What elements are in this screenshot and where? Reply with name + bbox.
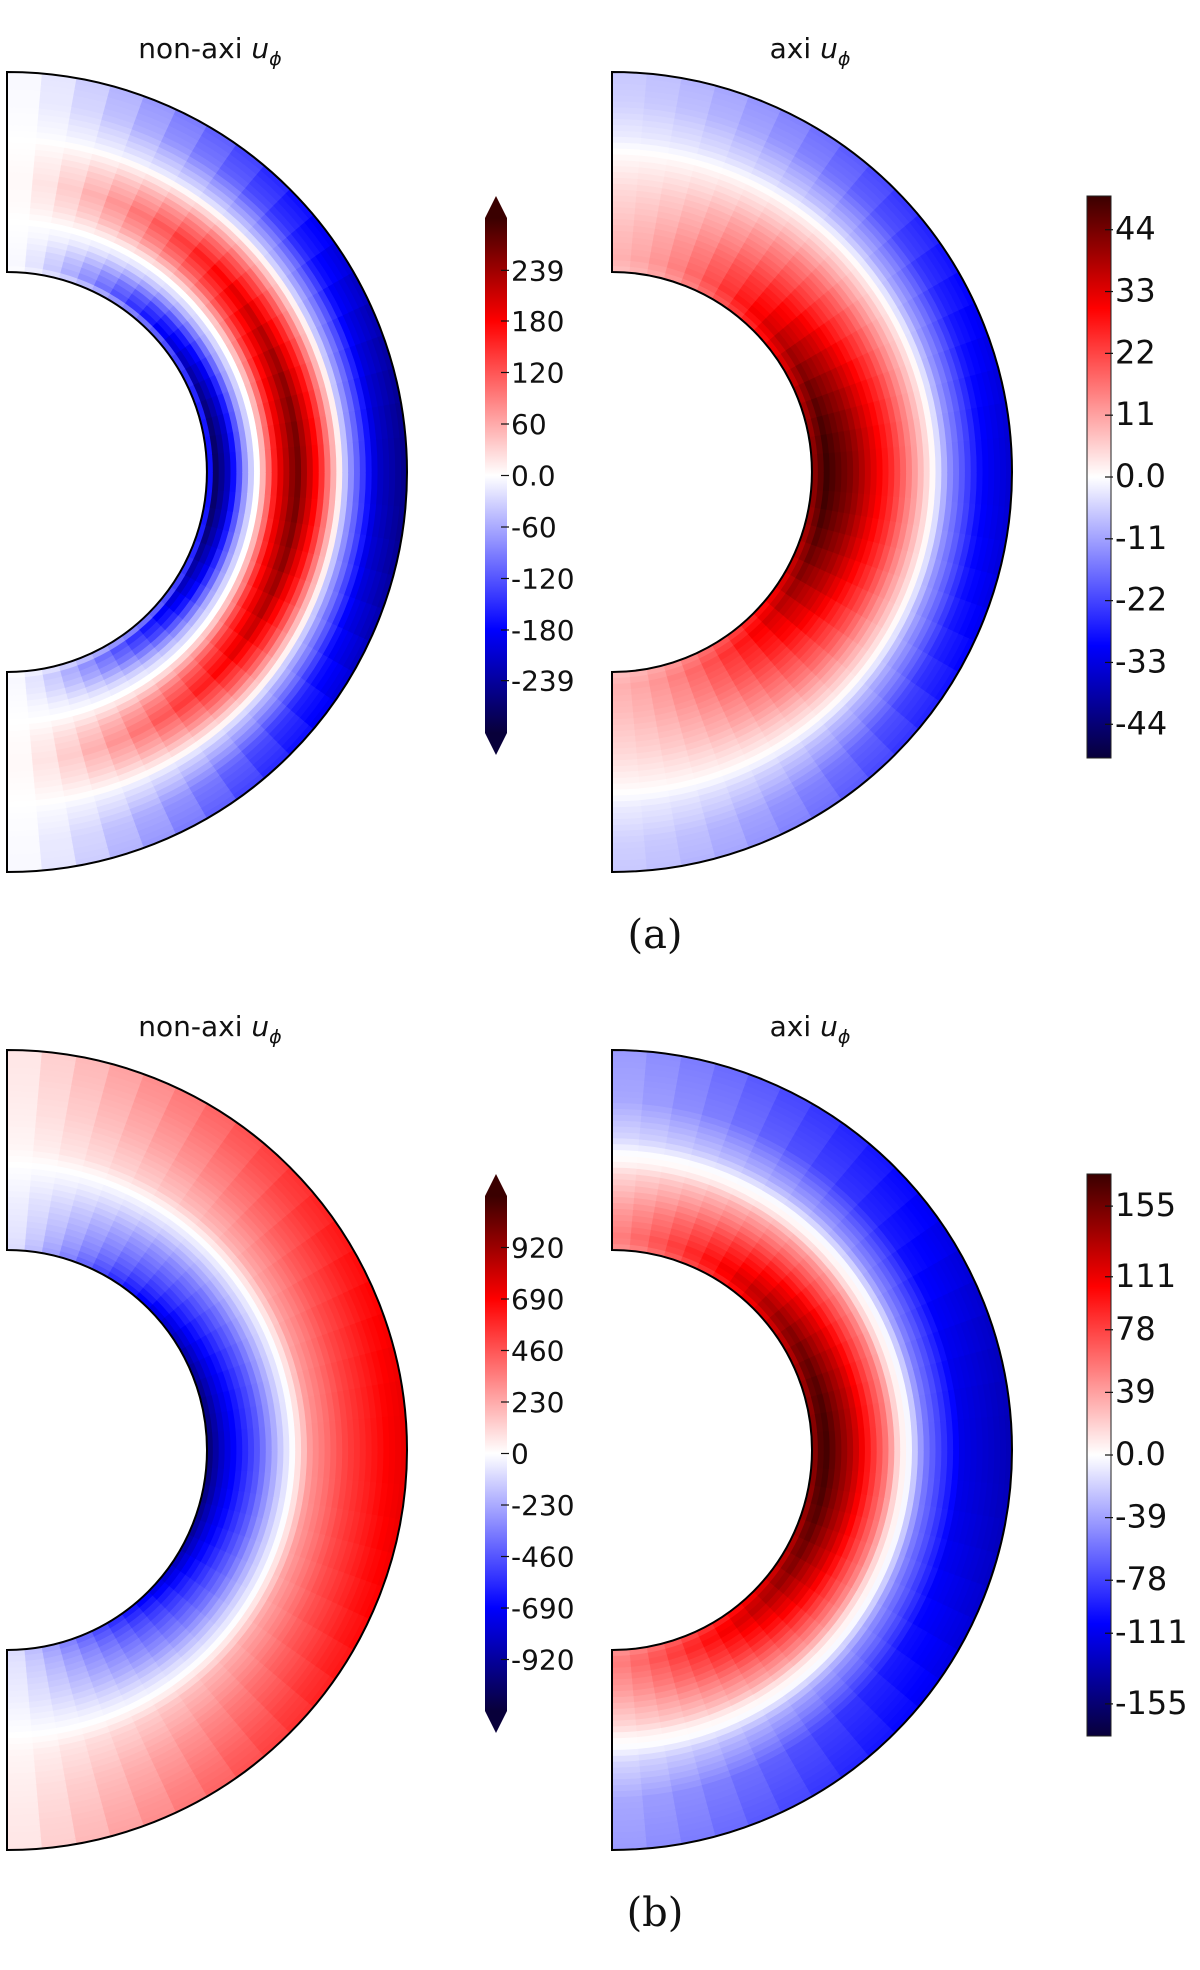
colorbar-tick-label: 78 [1115,1310,1156,1348]
contour-field [7,72,407,872]
colorbar-tick-label: 0 [511,1438,529,1471]
panel-b: non-axi uϕ9206904602300-230-460-690-920a… [6,1010,1188,1852]
colorbar-tick-label: 239 [511,254,564,287]
colorbar-tick-label: 120 [511,357,564,390]
colorbar-extend-top [485,1174,507,1196]
colorbar-extend-bottom [485,1711,507,1733]
title-symbol: u [820,32,838,65]
colorbar-tick-label: 155 [1115,1186,1176,1224]
colorbar-body [485,1196,507,1711]
title-symbol: u [820,1010,838,1043]
colorbar-tick-label: -180 [511,614,575,647]
title-symbol: u [251,32,269,65]
title-prefix: non-axi [138,32,251,65]
plot-title: non-axi uϕ [138,32,281,70]
colorbar-tick-label: 0.0 [1115,1435,1166,1473]
colorbar-tick-label: 11 [1115,395,1156,433]
colorbar-tick-label: -920 [511,1644,575,1677]
colorbar-tick-label: -690 [511,1592,575,1625]
colorbar-tick-label: 33 [1115,272,1156,310]
colorbar-tick-label: -230 [511,1489,575,1522]
contour-field [7,1050,407,1850]
shell-outline [611,70,1013,874]
colorbar-tick-label: -60 [511,511,557,544]
colorbar: 44 33 22 11 0.0 -11 -22 -33 -44 [1086,195,1167,759]
colorbar-tick-label: -239 [511,665,575,698]
title-symbol: u [251,1010,269,1043]
shell-outline [611,1048,1013,1852]
plot-title: non-axi uϕ [138,1010,281,1048]
colorbar-tick-label: 690 [511,1283,564,1316]
colorbar-tick-label: 0.0 [511,460,556,493]
shell-outline [6,70,408,874]
colorbar-extend-top [485,196,507,218]
panel-a: non-axi uϕ239180120600.0-60-120-180-239a… [6,32,1167,874]
colorbar: 155 111 78 39 0.0 -39 -78 -111 -155 [1086,1173,1188,1737]
colorbar-tick-label: -111 [1115,1613,1188,1651]
colorbar-tick-label: 0.0 [1115,457,1166,495]
plot-title: axi uϕ [770,1010,851,1048]
colorbar: 239 180 120 60 0.0 -60 -120 -180 -239 [485,196,575,755]
colorbar-tick-label: -11 [1115,519,1167,557]
colorbar-tick-label: 60 [511,408,547,441]
colorbar-tick-label: 230 [511,1386,564,1419]
colorbar-tick-label: 180 [511,305,564,338]
colorbar-tick-label: -33 [1115,642,1167,680]
caption-a: (a) [627,912,683,958]
colorbar-tick-label: -22 [1115,581,1167,619]
colorbar-tick-label: 39 [1115,1372,1156,1410]
title-subscript: ϕ [838,1026,851,1048]
colorbar-extend-bottom [485,733,507,755]
colorbar-tick-label: -120 [511,563,575,596]
plot-axi: axi uϕ 155 111 78 39 0.0 -39 -78 -111 -155 [611,1010,1188,1852]
colorbar: 920 690 460 230 0 -230 -460 -690 -920 [485,1174,575,1733]
colorbar-tick-label: -44 [1115,704,1167,742]
title-prefix: axi [770,32,820,65]
colorbar-tick-label: -155 [1115,1684,1188,1722]
colorbar-tick-label: 460 [511,1335,564,1368]
title-prefix: non-axi [138,1010,251,1043]
colorbar-tick-label: 22 [1115,333,1156,371]
title-subscript: ϕ [838,48,851,70]
plot-axi: axi uϕ 44 33 22 11 0.0 -11 -22 -33 -44 [611,32,1167,874]
colorbar-tick-label: -460 [511,1541,575,1574]
colorbar-tick-label: -78 [1115,1560,1167,1598]
colorbar-tick-label: 44 [1115,210,1156,248]
title-prefix: axi [770,1010,820,1043]
plot-non-axi: non-axi uϕ 920 690 460 230 0 -230 -460 -690 -920 [6,1010,575,1852]
plot-non-axi: non-axi uϕ 239 180 120 60 0.0 -60 -120 -180 -239 [6,32,575,874]
colorbar-tick-label: -39 [1115,1498,1167,1536]
shell-outline [6,1048,408,1852]
title-subscript: ϕ [269,1026,282,1048]
plot-title: axi uϕ [770,32,851,70]
colorbar-tick-label: 920 [511,1232,564,1265]
caption-b: (b) [626,1890,684,1936]
colorbar-tick-label: 111 [1115,1257,1176,1295]
title-subscript: ϕ [269,48,282,70]
colorbar-body [485,218,507,733]
